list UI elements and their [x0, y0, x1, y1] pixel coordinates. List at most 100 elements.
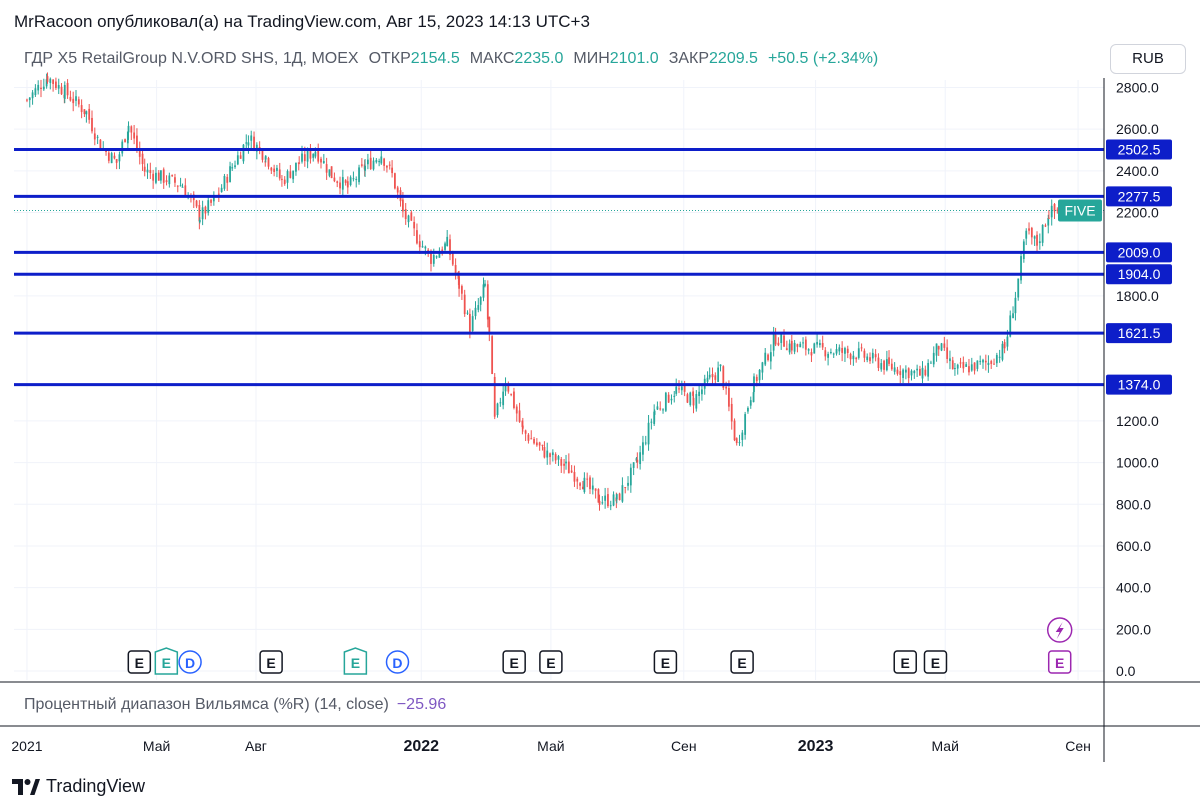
dividend-marker-icon[interactable]: D — [385, 650, 410, 674]
candle — [761, 361, 764, 380]
dividend-marker-icon[interactable]: D — [178, 650, 202, 674]
candle — [615, 493, 618, 504]
earnings-marker-icon[interactable]: E — [259, 650, 283, 674]
candle — [138, 141, 141, 165]
candle — [88, 104, 91, 124]
candle-body — [1047, 217, 1050, 226]
candle — [155, 167, 157, 185]
candle — [407, 214, 410, 228]
candle-body — [383, 158, 386, 166]
candle-body — [764, 352, 767, 365]
horizontal-level[interactable]: 2502.5 — [14, 139, 1172, 160]
earnings-marker-icon[interactable]: E — [653, 650, 678, 674]
candle — [463, 289, 466, 317]
candle — [292, 170, 295, 184]
horizontal-level[interactable]: 2009.0 — [14, 242, 1172, 263]
earnings-marker-shape — [502, 650, 526, 674]
candle-body — [807, 349, 810, 351]
candle-body — [586, 478, 589, 480]
candle-body — [890, 363, 893, 370]
y-tick-label: 2800.0 — [1116, 79, 1159, 95]
earnings-marker-icon[interactable]: E — [502, 650, 526, 674]
lightning-icon[interactable] — [1046, 617, 1073, 643]
indicator-value: −25.96 — [396, 696, 447, 713]
candle-body — [722, 366, 725, 388]
candle — [711, 367, 714, 385]
candle — [344, 179, 347, 186]
candle — [491, 335, 494, 375]
candle-body — [821, 343, 824, 348]
publisher-line: MrRacoon опубликовал(а) на TradingView.c… — [14, 12, 590, 31]
marker-letter: E — [351, 655, 360, 671]
horizontal-level[interactable]: 1374.0 — [14, 374, 1172, 395]
candle-body — [741, 432, 744, 441]
candle — [780, 333, 783, 350]
candle-body — [344, 180, 347, 183]
candle-body — [226, 176, 229, 183]
candle-body — [609, 505, 612, 507]
marker-letter: E — [509, 655, 518, 671]
candle — [493, 373, 496, 420]
symbol-tag[interactable]: FIVE — [1058, 199, 1102, 222]
candle — [807, 348, 810, 355]
candle — [328, 169, 331, 178]
currency-button[interactable]: RUB — [1110, 44, 1186, 74]
horizontal-level[interactable]: 2277.5 — [14, 186, 1172, 207]
candle-body — [946, 347, 949, 359]
earnings-marker-icon[interactable]: E — [893, 650, 917, 674]
earnings-marker-shape — [653, 650, 678, 674]
candle — [869, 352, 871, 364]
candle — [758, 369, 761, 384]
earnings-marker-icon[interactable]: E — [1047, 650, 1072, 674]
horizontal-level[interactable]: 1621.5 — [14, 323, 1172, 344]
horizontal-levels[interactable]: FIVE 2502.5 2277.5 2009.0 1904.0 1621.5 1374.0 — [14, 139, 1172, 395]
candle-body — [121, 141, 124, 154]
earnings-marker-icon[interactable]: E — [730, 650, 754, 674]
marker-letter: E — [546, 655, 555, 671]
candle — [973, 362, 976, 375]
candle-body — [899, 371, 902, 376]
candle — [510, 393, 513, 397]
candle — [857, 341, 860, 360]
candle — [604, 487, 607, 509]
candle — [258, 141, 261, 155]
candle-body — [639, 452, 642, 465]
candle-body — [28, 97, 31, 101]
earnings-marker-shape — [730, 650, 754, 674]
earnings-marker-icon[interactable]: E — [539, 650, 563, 674]
candle — [388, 161, 391, 170]
candle — [124, 138, 126, 143]
candle — [855, 356, 858, 363]
candle — [198, 200, 201, 230]
candle-body — [407, 215, 410, 223]
candle-body — [701, 389, 703, 395]
candle — [289, 165, 292, 179]
dividend-marker-shape — [178, 650, 202, 674]
candle — [204, 205, 207, 220]
candle-body — [66, 82, 69, 96]
candle — [57, 78, 60, 95]
candle — [621, 477, 624, 503]
candle — [530, 430, 533, 440]
candle — [968, 358, 970, 376]
horizontal-level[interactable]: 1904.0 — [14, 264, 1172, 285]
earnings-marker-icon[interactable]: E — [343, 647, 368, 675]
candle-body — [179, 185, 182, 187]
y-tick-label: 2400.0 — [1116, 163, 1159, 179]
candle-body — [261, 149, 264, 160]
candle — [919, 365, 921, 376]
earnings-marker-icon[interactable]: E — [923, 650, 948, 674]
candle-body — [659, 408, 662, 410]
candle — [66, 79, 69, 99]
candle — [421, 240, 424, 248]
candle — [956, 363, 959, 375]
candle-body — [278, 169, 281, 179]
candle-body — [880, 363, 883, 370]
earnings-marker-icon[interactable]: E — [127, 650, 152, 674]
candle-body — [510, 393, 513, 395]
candle — [636, 452, 639, 469]
x-tick-label: Авг — [245, 738, 267, 754]
earnings-marker-icon[interactable]: E — [154, 647, 179, 675]
